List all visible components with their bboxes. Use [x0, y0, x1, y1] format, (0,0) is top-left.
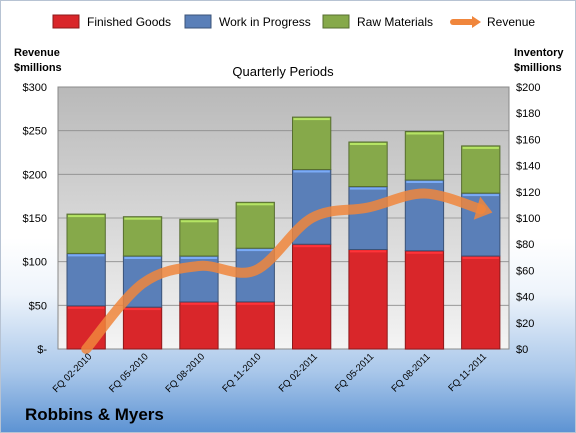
- bar-segment: [348, 141, 388, 187]
- x-tick-label: FQ 05-2010: [107, 351, 151, 395]
- x-tick-label: FQ 02-2010: [51, 351, 95, 395]
- bar-segment: [179, 218, 219, 257]
- right-axis-ticks: $0 $20 $40 $60 $80 $100 $120 $140 $160 $180 $200: [516, 82, 540, 356]
- bar-segment: [292, 243, 332, 350]
- right-tick-label: $20: [516, 318, 534, 330]
- bar-segment-highlight: [462, 146, 499, 149]
- right-tick-label: $180: [516, 108, 540, 120]
- revenue-line-arrowhead: [473, 196, 493, 220]
- x-tick-label: FQ 08-2011: [389, 351, 432, 394]
- legend-swatch-arrow: [472, 16, 481, 28]
- revenue-line-layer: [81, 188, 493, 354]
- legend-label: Revenue: [487, 15, 535, 29]
- x-tick-label: FQ 11-2010: [220, 351, 263, 394]
- legend-swatch: [52, 14, 80, 29]
- bar-segment-highlight: [237, 249, 274, 252]
- bar-segment: [122, 216, 163, 257]
- right-tick-label: $0: [516, 344, 528, 356]
- bar-segment: [235, 301, 275, 350]
- bar-segment-highlight: [68, 254, 105, 257]
- chart-title: Quarterly Periods: [232, 64, 334, 79]
- right-tick-label: $140: [516, 161, 540, 173]
- bar-segment-highlight: [293, 245, 330, 248]
- bar-segment-highlight: [124, 217, 161, 220]
- revenue-line: [81, 188, 486, 354]
- bar-segment-highlight: [462, 194, 499, 197]
- left-tick-label: $100: [23, 257, 47, 269]
- bar-segment-highlight: [406, 251, 443, 254]
- left-tick-label: $250: [23, 126, 47, 138]
- legend: Finished Goods Work in Progress Raw Materi…: [52, 14, 535, 29]
- bar-segment-highlight: [349, 250, 387, 253]
- bar-segment-highlight: [124, 308, 161, 311]
- bar-segment: [404, 250, 445, 350]
- bar-segment: [348, 186, 388, 251]
- company-name: Robbins & Myers: [25, 405, 164, 424]
- legend-swatch: [322, 14, 350, 29]
- bar-segment-highlight: [180, 302, 218, 305]
- bar-segment-highlight: [237, 203, 274, 206]
- bar-segment: [66, 252, 106, 307]
- bar-segment-highlight: [293, 170, 330, 173]
- right-tick-label: $160: [516, 134, 540, 146]
- right-tick-label: $200: [516, 82, 540, 94]
- bar-segment: [404, 131, 445, 181]
- bar-segment: [122, 306, 163, 350]
- right-axis-label-line1: Inventory: [514, 47, 564, 59]
- left-tick-label: $200: [23, 169, 47, 181]
- left-axis-label-line1: Revenue: [14, 47, 60, 59]
- bar-segment: [461, 255, 501, 350]
- legend-label: Finished Goods: [87, 15, 171, 29]
- bar-segment: [292, 116, 332, 170]
- left-axis-label-line2: $millions: [14, 62, 62, 74]
- bar-segment-highlight: [406, 181, 443, 183]
- right-tick-label: $120: [516, 187, 540, 199]
- bar-segment: [66, 213, 106, 254]
- left-axis-ticks: $- $50 $100 $150 $200 $250 $300: [23, 82, 48, 356]
- bar-segment-highlight: [68, 306, 105, 309]
- bar-segment-highlight: [462, 257, 499, 259]
- x-tick-label: FQ 02-2011: [277, 351, 320, 394]
- x-tick-label: FQ 05-2011: [333, 351, 376, 394]
- legend-label: Raw Materials: [357, 15, 433, 29]
- x-tick-label: FQ 08-2010: [163, 351, 207, 395]
- bar-segment-highlight: [406, 132, 443, 135]
- bar-segment-highlight: [293, 118, 330, 121]
- bar-segment: [235, 201, 275, 249]
- bar-segment-highlight: [180, 220, 218, 223]
- bar-segment: [461, 145, 501, 194]
- right-tick-label: $60: [516, 265, 534, 277]
- right-tick-label: $40: [516, 292, 534, 304]
- left-tick-label: $-: [37, 344, 47, 356]
- bar-segment-highlight: [124, 257, 161, 259]
- right-tick-label: $100: [516, 213, 540, 225]
- x-axis-ticks: FQ 02-2010 FQ 05-2010 FQ 08-2010 FQ 11-2010…: [51, 351, 489, 395]
- left-tick-label: $150: [23, 213, 47, 225]
- bar-segment-highlight: [180, 257, 218, 259]
- left-tick-label: $300: [23, 82, 47, 94]
- right-tick-label: $80: [516, 239, 534, 251]
- x-tick-label: FQ 11-2011: [446, 351, 489, 394]
- legend-swatch: [184, 14, 212, 29]
- bar-segment-highlight: [349, 143, 387, 145]
- right-axis-label-line2: $millions: [514, 62, 562, 74]
- legend-label: Work in Progress: [219, 15, 311, 29]
- bar-segment-highlight: [349, 187, 387, 190]
- bar-segment-highlight: [237, 302, 274, 305]
- bar-segment: [348, 248, 388, 350]
- bar-segment: [179, 301, 219, 350]
- bar-segment-highlight: [68, 215, 105, 218]
- left-tick-label: $50: [29, 300, 47, 312]
